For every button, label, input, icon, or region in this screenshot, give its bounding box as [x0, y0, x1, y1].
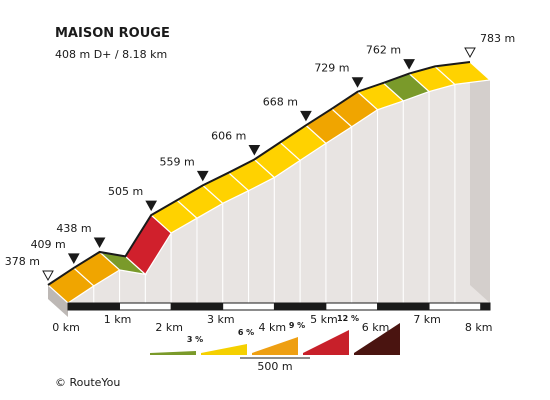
profile-side-panel [273, 159, 301, 304]
x-tick-label: 6 km [362, 321, 390, 334]
x-tick-label: 3 km [207, 313, 235, 326]
elevation-label: 559 m [160, 155, 195, 168]
elevation-label: 762 m [366, 44, 401, 57]
x-tick-label: 0 km [52, 321, 80, 334]
elevation-label: 438 m [56, 222, 91, 235]
copyright-credit: © RouteYou [55, 376, 120, 389]
legend-swatch [201, 344, 247, 355]
base-band-stripe [67, 302, 120, 311]
elevation-marker-icon [42, 270, 54, 282]
elevation-marker-icon [67, 253, 80, 264]
legend-label: 9 % [289, 321, 305, 330]
x-tick-label: 5 km [310, 313, 338, 326]
base-band-stripe [170, 302, 224, 311]
legend-swatch [303, 330, 349, 355]
elevation-label: 505 m [108, 185, 143, 198]
elevation-label: 668 m [263, 95, 298, 108]
base-band-stripe [273, 302, 327, 311]
profile-side-panel [222, 189, 250, 304]
elevation-label: 729 m [314, 62, 349, 75]
elevation-marker-icon [300, 110, 312, 122]
x-tick-label: 4 km [259, 321, 287, 334]
base-band-outline [67, 302, 491, 311]
base-band-stripe [119, 302, 172, 311]
elevation-marker-icon [145, 200, 158, 212]
elevation-marker-icon [196, 170, 209, 182]
base-band-stripe [222, 302, 275, 311]
legend-scale-label: 500 m [257, 360, 292, 373]
profile-end-cap [470, 62, 490, 303]
profile-side-panel [119, 269, 146, 304]
elevation-marker-icon [464, 47, 476, 59]
profile-start-cap [48, 285, 68, 317]
x-axis-ticks: 0 km 1 km 2 km 3 km 4 km 5 km 6 km 7 km 8 km [52, 313, 492, 334]
elevation-marker-icon [248, 144, 261, 156]
base-band-stripe [428, 302, 482, 311]
elevation-marker-icon [351, 77, 364, 88]
elevation-marker-icon [403, 59, 415, 70]
legend-swatch [252, 337, 298, 355]
legend-label: 6 % [238, 328, 254, 337]
legend-swatch [150, 351, 196, 355]
profile-side-panel [351, 108, 379, 304]
elevation-markers: 378 m 409 m 438 m 505 m 559 m 606 m 668 m 729 m… [5, 32, 515, 282]
profile-side-panel [325, 125, 353, 304]
x-tick-label: 8 km [465, 321, 493, 334]
legend-label: 3 % [187, 335, 203, 344]
profile-side-panel [402, 90, 430, 304]
x-tick-label: 2 km [155, 321, 183, 334]
elevation-label: 606 m [211, 129, 246, 142]
x-tick-label: 1 km [104, 313, 132, 326]
base-band-stripe [377, 302, 430, 311]
base-band-stripe [480, 302, 491, 311]
elevation-label: 783 m [480, 32, 515, 45]
legend-label: 12 % [337, 314, 359, 323]
profile-base-band [67, 302, 491, 311]
profile-side-panel [299, 142, 327, 304]
base-band-stripe [325, 302, 378, 311]
x-tick-label: 7 km [413, 313, 441, 326]
elevation-label: 378 m [5, 255, 40, 268]
chart-title: MAISON ROUGE [55, 26, 170, 41]
profile-side-panel [377, 100, 404, 304]
elevation-marker-icon [93, 237, 106, 248]
elevation-label: 409 m [31, 238, 66, 251]
profile-side-panel [248, 176, 275, 304]
legend-swatch [354, 323, 400, 355]
profile-top-segments [47, 61, 492, 304]
profile-side-panel [196, 202, 224, 304]
gradient-legend: 500 m 3 % 6 % 9 % 12 % [150, 314, 400, 373]
profile-ridge-line [47, 61, 471, 286]
profile-side-panel [428, 83, 456, 304]
chart-subtitle: 408 m D+ / 8.18 km [55, 48, 167, 61]
profile-side-panels [48, 62, 491, 317]
